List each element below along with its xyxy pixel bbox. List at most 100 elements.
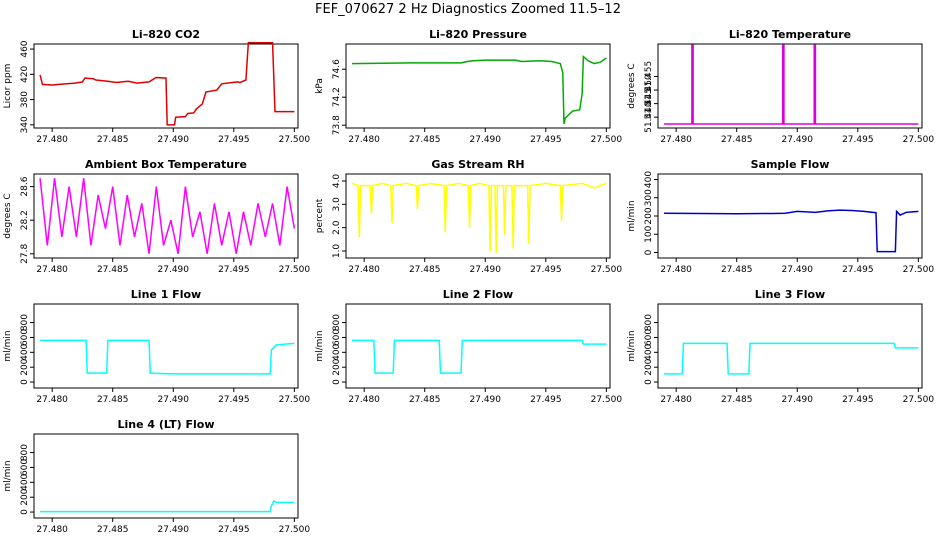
chart-title: Line 1 Flow <box>131 288 201 301</box>
x-tick-label: 27.490 <box>158 525 190 535</box>
chart-title: Ambient Box Temperature <box>85 158 247 171</box>
x-tick-label: 27.490 <box>158 265 190 275</box>
series-line-1 <box>351 182 607 254</box>
plot-frame <box>345 303 611 389</box>
plot-frame <box>657 43 923 129</box>
series-line-1 <box>352 339 607 374</box>
y-tick-label: 600 <box>20 329 30 346</box>
plot-frame <box>33 433 299 519</box>
x-tick-label: 27.490 <box>782 135 814 145</box>
x-tick-label: 27.495 <box>842 395 874 405</box>
y-tick-label: 340 <box>20 116 30 133</box>
series-line-1 <box>664 342 919 375</box>
y-axis-label: degrees C <box>3 193 13 238</box>
x-tick-label: 27.500 <box>279 265 311 275</box>
y-tick-label: 600 <box>332 329 342 346</box>
y-tick-label: 600 <box>644 329 654 346</box>
chart-panel-10: Line 4 (LT) Flow ml/min 27.480 27.485 27.490… <box>3 418 311 535</box>
x-tick-label: 27.480 <box>348 135 380 145</box>
x-tick-label: 27.485 <box>97 525 129 535</box>
y-tick-label: 460 <box>20 40 30 57</box>
x-tick-label: 27.480 <box>348 265 380 275</box>
y-axis-label: degrees C <box>627 63 637 108</box>
chart-title: Sample Flow <box>751 158 830 171</box>
x-tick-label: 27.485 <box>721 135 753 145</box>
plot-frame <box>657 303 923 389</box>
chart-panel-7: Line 1 Flow ml/min 27.480 27.485 27.490 27.49… <box>3 288 311 405</box>
x-tick-label: 27.480 <box>348 395 380 405</box>
y-tick-label: 3.0 <box>332 197 342 212</box>
x-tick-label: 27.485 <box>97 135 129 145</box>
chart-title: Line 2 Flow <box>443 288 513 301</box>
y-tick-label: 51.450 <box>644 74 654 106</box>
y-tick-label: 420 <box>20 65 30 82</box>
y-tick-label: 400 <box>644 171 654 188</box>
x-tick-label: 27.495 <box>530 135 562 145</box>
y-tick-label: 0 <box>20 379 30 385</box>
y-tick-label: 4.0 <box>332 174 342 189</box>
y-axis-label: kPa <box>315 78 325 94</box>
series-line-1 <box>664 44 919 125</box>
series-line-1 <box>40 339 295 375</box>
chart-panel-1: Li–820 CO2 Licor ppm 27.480 27.485 27.490 27.… <box>3 28 311 145</box>
x-tick-label: 27.500 <box>591 135 623 145</box>
series-line-1 <box>39 41 295 126</box>
chart-panel-8: Line 2 Flow ml/min 27.480 27.485 27.490 27.49… <box>315 288 623 405</box>
series-line-1 <box>39 178 296 254</box>
y-tick-label: 74.6 <box>332 59 342 79</box>
x-tick-label: 27.500 <box>279 395 311 405</box>
x-tick-label: 27.490 <box>470 265 502 275</box>
plot-frame <box>345 43 611 129</box>
y-tick-label: 800 <box>332 314 342 331</box>
y-tick-label: 0 <box>332 379 342 385</box>
plot-frame <box>33 303 299 389</box>
chart-panel-9: Line 3 Flow ml/min 27.480 27.485 27.490 27.49… <box>627 288 934 405</box>
plot-frame <box>657 173 923 259</box>
x-tick-label: 27.485 <box>721 395 753 405</box>
x-tick-label: 27.485 <box>97 395 129 405</box>
x-tick-label: 27.485 <box>409 135 441 145</box>
chart-title: Gas Stream RH <box>431 158 524 171</box>
y-axis-label: percent <box>315 198 325 233</box>
x-tick-label: 27.490 <box>782 395 814 405</box>
x-tick-label: 27.500 <box>591 395 623 405</box>
x-tick-label: 27.490 <box>470 395 502 405</box>
x-tick-label: 27.495 <box>218 525 250 535</box>
y-tick-label: 100 <box>644 225 654 242</box>
x-tick-label: 27.480 <box>36 265 68 275</box>
y-tick-label: 200 <box>644 207 654 224</box>
y-tick-label: 0 <box>644 379 654 385</box>
chart-panel-3: Li–820 Temperature degrees C 27.480 27.485 2… <box>627 28 935 145</box>
y-tick-label: 51.455 <box>644 61 654 93</box>
y-tick-label: 400 <box>20 343 30 360</box>
x-tick-label: 27.500 <box>279 135 311 145</box>
series-line-1 <box>40 499 295 513</box>
y-tick-label: 800 <box>20 314 30 331</box>
x-tick-label: 27.490 <box>158 395 190 405</box>
x-tick-label: 27.485 <box>721 265 753 275</box>
plot-frame <box>33 43 299 129</box>
y-tick-label: 51.445 <box>644 88 654 120</box>
x-tick-label: 27.490 <box>470 135 502 145</box>
x-tick-label: 27.500 <box>903 135 935 145</box>
chart-panel-5: Gas Stream RH percent 27.480 27.485 27.490 27… <box>315 158 622 275</box>
x-tick-label: 27.500 <box>279 525 311 535</box>
x-tick-label: 27.485 <box>409 395 441 405</box>
y-tick-label: 200 <box>20 358 30 375</box>
main-title: FEF_070627 2 Hz Diagnostics Zoomed 11.5–… <box>315 2 621 17</box>
y-tick-label: 0 <box>20 509 30 515</box>
x-tick-label: 27.495 <box>530 395 562 405</box>
y-axis-label: ml/min <box>3 330 13 361</box>
y-axis-label: ml/min <box>627 200 637 231</box>
series-line-1 <box>664 209 919 253</box>
chart-title: Li–820 Pressure <box>429 28 527 41</box>
y-tick-label: 400 <box>20 473 30 490</box>
y-tick-label: 28.6 <box>20 176 30 196</box>
x-tick-label: 27.495 <box>530 265 562 275</box>
x-tick-label: 27.485 <box>97 265 129 275</box>
chart-panel-4: Ambient Box Temperature degrees C 27.480 27… <box>3 158 311 275</box>
x-tick-label: 27.480 <box>36 525 68 535</box>
x-tick-label: 27.495 <box>842 265 874 275</box>
x-tick-label: 27.480 <box>36 135 68 145</box>
x-tick-label: 27.480 <box>660 395 692 405</box>
